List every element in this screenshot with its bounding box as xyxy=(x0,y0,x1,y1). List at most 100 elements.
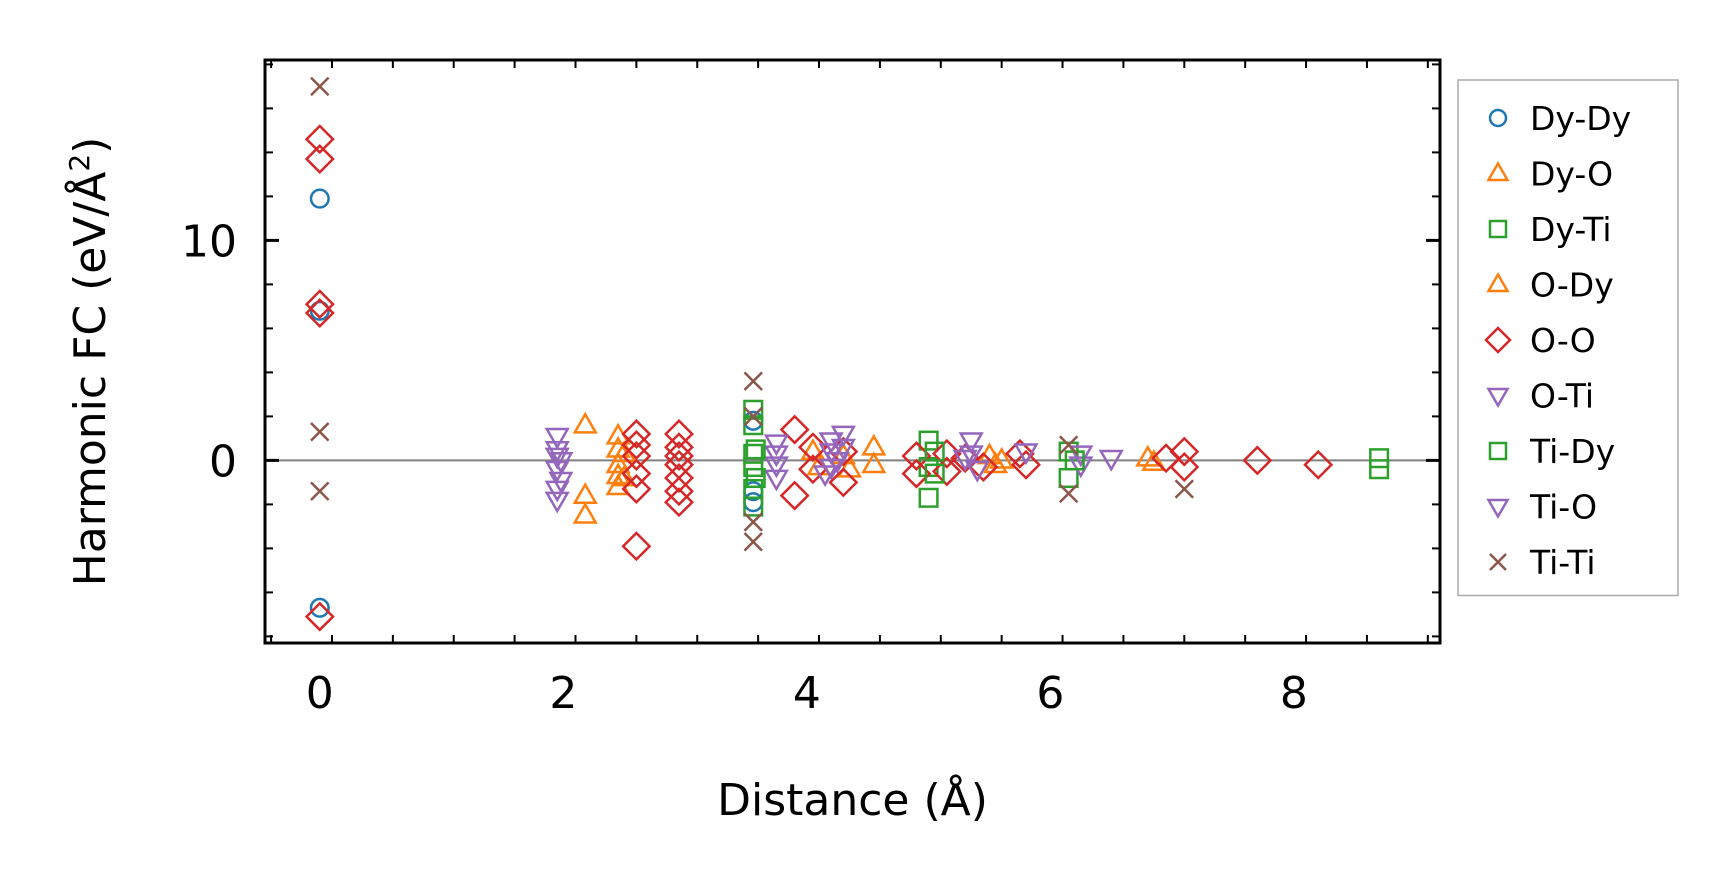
data-point xyxy=(621,441,652,471)
data-point xyxy=(797,432,828,463)
data-point xyxy=(1004,438,1035,469)
data-point xyxy=(1169,436,1200,467)
data-point xyxy=(310,481,330,501)
y-axis-title-main: Harmonic FC (eV/Å xyxy=(63,172,116,587)
y-axis-title-close: ) xyxy=(65,137,116,154)
data-point xyxy=(304,601,335,632)
data-point xyxy=(304,124,335,155)
data-point xyxy=(1068,456,1094,479)
data-point xyxy=(958,445,984,468)
legend-label: Dy-Dy xyxy=(1530,99,1631,138)
legend-marker xyxy=(1486,271,1510,293)
data-point xyxy=(621,474,652,504)
legend-item: Ti-O xyxy=(1486,488,1597,527)
legend-label: Ti-Ti xyxy=(1529,543,1596,582)
x-tick-label: 4 xyxy=(793,668,821,719)
data-point xyxy=(779,414,810,445)
legend-marker xyxy=(1486,498,1510,520)
data-point xyxy=(763,469,790,492)
data-point xyxy=(745,439,766,460)
data-point xyxy=(548,471,574,494)
legend-label: Ti-Dy xyxy=(1529,432,1615,471)
legend-item: Ti-Dy xyxy=(1488,432,1615,471)
data-point xyxy=(611,464,637,487)
data-point xyxy=(1068,445,1094,468)
data-point xyxy=(797,454,828,485)
data-point xyxy=(1141,449,1167,471)
data-point xyxy=(1058,483,1079,504)
data-point xyxy=(664,441,694,471)
legend-label: Dy-O xyxy=(1530,155,1613,194)
data-point xyxy=(743,443,764,464)
data-point xyxy=(304,144,335,174)
data-point xyxy=(664,476,694,507)
data-point xyxy=(621,531,652,562)
data-point xyxy=(544,491,570,514)
legend-item: Ti-Ti xyxy=(1489,543,1596,582)
legend-marker xyxy=(1489,553,1507,571)
legend: Dy-Dy Dy-O Dy-Ti O-Dy O-O O-Ti Ti-Dy Ti-O Ti-Ti xyxy=(1457,79,1679,597)
data-point xyxy=(745,467,766,489)
data-point xyxy=(309,597,330,618)
legend-marker xyxy=(1488,108,1508,128)
data-point xyxy=(1303,449,1334,480)
data-point xyxy=(572,411,598,434)
series-Ti-Ti xyxy=(310,76,1194,552)
x-tick-label: 2 xyxy=(549,668,577,719)
legend-label: O-Dy xyxy=(1530,266,1614,305)
data-point xyxy=(828,467,859,498)
data-point xyxy=(918,487,939,508)
data-point xyxy=(743,496,764,517)
data-point xyxy=(918,430,939,451)
data-point xyxy=(310,76,330,97)
legend-label: O-Ti xyxy=(1530,377,1594,416)
data-point xyxy=(743,512,763,532)
data-point xyxy=(958,432,984,455)
data-point xyxy=(1369,459,1390,480)
data-point xyxy=(924,463,945,484)
data-point xyxy=(743,406,763,427)
data-point xyxy=(861,451,887,474)
legend-marker xyxy=(1488,219,1508,239)
x-tick-label: 6 xyxy=(1036,668,1064,719)
data-point xyxy=(664,463,694,493)
data-point xyxy=(779,480,810,511)
plot-frame xyxy=(263,58,1442,645)
data-point xyxy=(924,441,945,462)
y-tick-label: 10 xyxy=(181,216,237,267)
data-point xyxy=(989,446,1015,469)
data-point xyxy=(743,399,764,420)
data-point xyxy=(818,432,844,455)
legend-item: O-Dy xyxy=(1486,266,1614,305)
data-point xyxy=(309,188,330,209)
data-point xyxy=(1011,449,1041,480)
data-point xyxy=(544,427,570,450)
data-point xyxy=(621,419,652,449)
data-point xyxy=(605,435,631,458)
data-point xyxy=(964,460,990,483)
data-point xyxy=(1174,479,1194,499)
data-point xyxy=(1242,445,1273,476)
legend-marker xyxy=(1484,326,1512,354)
legend-marker xyxy=(1486,160,1510,182)
data-point xyxy=(664,487,694,518)
data-point xyxy=(830,425,856,448)
data-point xyxy=(812,465,838,488)
legend-label: O-O xyxy=(1530,321,1596,360)
legend-label: Dy-Ti xyxy=(1530,210,1612,249)
data-point xyxy=(1013,443,1039,466)
legend-item: O-O xyxy=(1484,321,1596,360)
scatter-points xyxy=(304,76,1390,632)
data-point xyxy=(310,422,330,442)
y-tick-label: 0 xyxy=(209,436,237,487)
data-point xyxy=(544,441,570,463)
data-point xyxy=(572,501,598,524)
legend-marker xyxy=(1486,387,1510,409)
data-point xyxy=(548,452,574,474)
data-point xyxy=(621,458,652,489)
legend-item: O-Ti xyxy=(1486,377,1594,416)
data-point xyxy=(952,449,978,472)
data-point xyxy=(931,438,962,469)
